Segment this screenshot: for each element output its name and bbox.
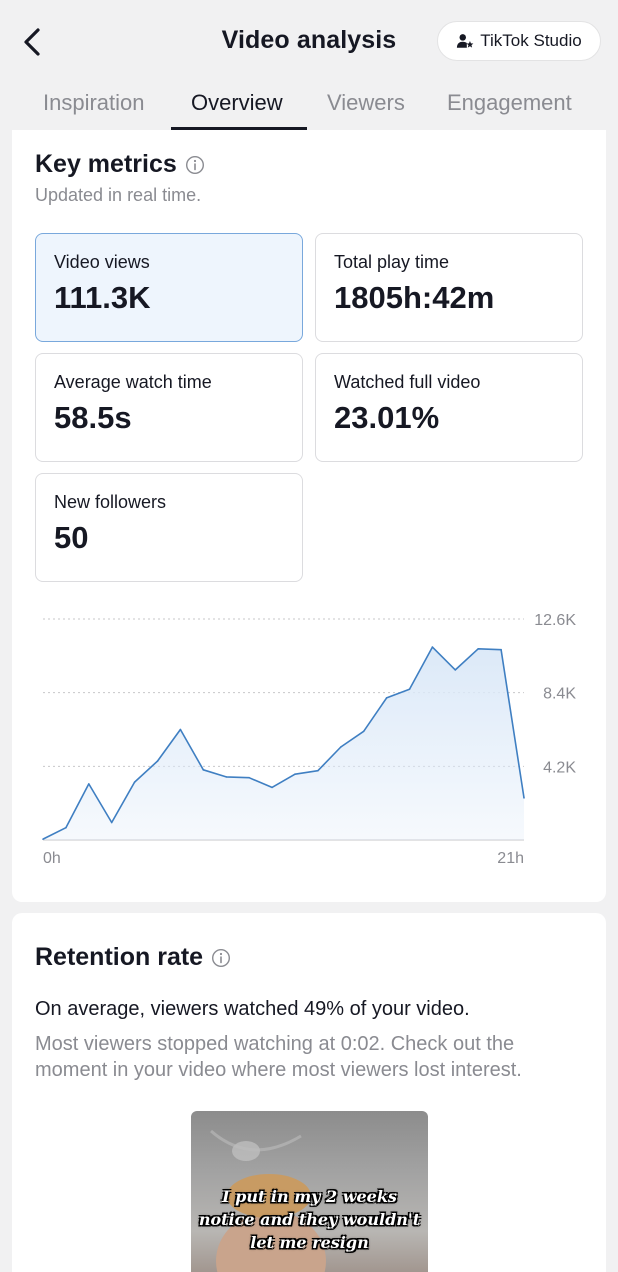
- retention-headline: On average, viewers watched 49% of your …: [35, 998, 470, 1020]
- tiktok-studio-label: TikTok Studio: [480, 31, 582, 50]
- key-metrics-title: Key metrics: [35, 150, 177, 178]
- metric-value: 58.5s: [54, 400, 132, 435]
- metric-label: New followers: [54, 492, 167, 512]
- metric-new-followers[interactable]: New followers 50: [35, 473, 303, 582]
- metric-label: Watched full video: [334, 372, 481, 392]
- data-point: [88, 783, 90, 785]
- series-area: [43, 647, 524, 840]
- tiktok-studio-button[interactable]: TikTok Studio: [437, 21, 601, 61]
- y-tick-label: 4.2K: [543, 759, 576, 776]
- data-point: [110, 821, 113, 824]
- info-icon[interactable]: [211, 948, 231, 968]
- data-point: [225, 776, 228, 778]
- person-star-icon: [457, 34, 474, 48]
- data-point: [500, 648, 502, 651]
- tab-overview[interactable]: Overview: [191, 90, 283, 115]
- retention-detail: Most viewers stopped watching at 0:02. C…: [35, 1033, 522, 1081]
- metric-label: Total play time: [334, 252, 450, 272]
- data-point: [42, 838, 44, 840]
- data-point: [362, 730, 365, 733]
- tab-engagement[interactable]: Engagement: [447, 90, 572, 115]
- metric-total-play-time[interactable]: Total play time 1805h:42m: [315, 233, 583, 342]
- thumbnail-caption: I put in my 2 weeks notice and they woul…: [191, 1185, 428, 1254]
- data-point: [179, 728, 182, 731]
- caption-line: let me resign: [250, 1233, 369, 1252]
- data-point: [156, 760, 159, 762]
- tab-bar: Inspiration Overview Viewers Engagement: [0, 80, 618, 130]
- key-metrics-card: Key metrics Updated in real time. Video …: [12, 130, 606, 902]
- metric-watched-full-video[interactable]: Watched full video 23.01%: [315, 353, 583, 462]
- data-point: [317, 769, 319, 772]
- thumbnail-scene-icon: [210, 1129, 326, 1272]
- data-point: [65, 826, 67, 829]
- data-point: [408, 688, 411, 690]
- y-tick-label: 8.4K: [543, 686, 576, 703]
- y-tick-label: 12.6K: [534, 612, 576, 629]
- video-thumbnail[interactable]: I put in my 2 weeks notice and they woul…: [191, 1111, 428, 1272]
- data-point: [454, 669, 457, 671]
- active-tab-indicator: [171, 127, 307, 130]
- x-tick-label: 21h: [497, 850, 524, 867]
- metric-label: Average watch time: [54, 372, 212, 392]
- key-metrics-heading: Key metrics: [35, 150, 205, 179]
- data-point: [248, 776, 250, 779]
- retention-title: Retention rate: [35, 943, 204, 971]
- data-point: [339, 746, 342, 748]
- tab-viewers[interactable]: Viewers: [327, 90, 405, 115]
- key-metrics-subtitle: Updated in real time.: [35, 185, 202, 205]
- data-point: [202, 769, 205, 771]
- data-point: [477, 648, 479, 650]
- metric-value: 1805h:42m: [334, 280, 495, 315]
- header: Video analysis TikTok Studio Inspiration…: [0, 0, 618, 130]
- back-button[interactable]: [16, 24, 52, 60]
- page-title: Video analysis: [221, 26, 397, 54]
- series-line: [42, 646, 525, 840]
- chevron-left-icon: [24, 28, 40, 56]
- tab-inspiration[interactable]: Inspiration: [43, 90, 145, 115]
- data-point: [294, 773, 296, 776]
- metric-label: Video views: [54, 252, 150, 272]
- video-views-chart: 4.2K 8.4K 12.6K 0h 21h: [42, 612, 576, 867]
- data-point: [523, 797, 525, 799]
- caption-line: I put in my 2 weeks: [222, 1187, 397, 1206]
- data-point: [271, 786, 273, 789]
- metric-value: 23.01%: [334, 400, 440, 435]
- x-tick-label: 0h: [43, 850, 61, 867]
- retention-card: Retention rate On average, viewers watch…: [12, 913, 606, 1272]
- info-icon[interactable]: [185, 155, 205, 175]
- data-point: [133, 781, 136, 783]
- data-point: [385, 697, 388, 699]
- metric-average-watch-time[interactable]: Average watch time 58.5s: [35, 353, 303, 462]
- caption-line: notice and they wouldn't: [198, 1210, 421, 1229]
- retention-heading: Retention rate: [35, 943, 231, 972]
- data-point: [431, 646, 434, 648]
- metric-value: 111.3K: [54, 280, 151, 315]
- metric-value: 50: [54, 520, 89, 555]
- metric-video-views[interactable]: Video views 111.3K: [35, 233, 303, 342]
